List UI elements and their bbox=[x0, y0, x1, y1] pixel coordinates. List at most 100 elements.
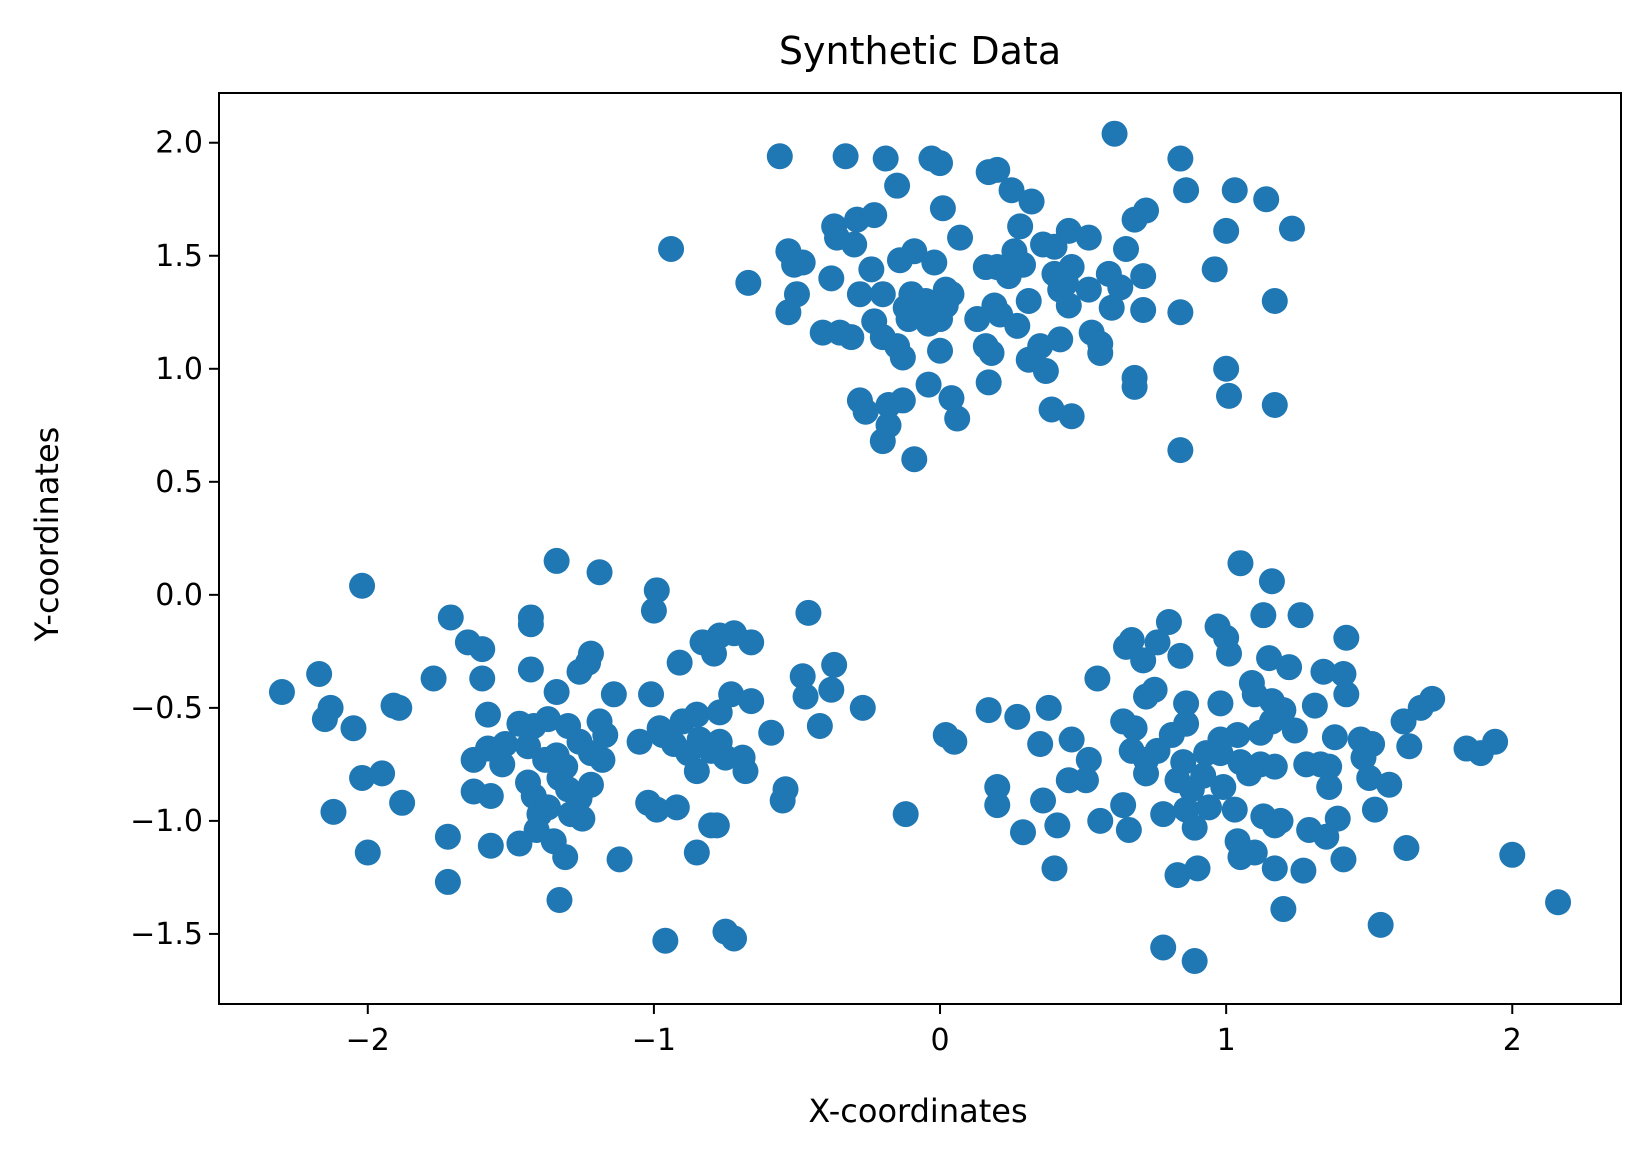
scatter-point bbox=[1144, 629, 1171, 656]
scatter-point bbox=[543, 547, 570, 574]
scatter-point bbox=[577, 771, 604, 798]
scatter-point bbox=[340, 715, 367, 742]
scatter-point bbox=[1167, 299, 1194, 326]
scatter-point bbox=[586, 559, 613, 586]
scatter-point bbox=[1261, 855, 1288, 882]
scatter-point bbox=[517, 656, 544, 683]
scatter-point bbox=[306, 660, 333, 687]
scatter-point bbox=[927, 150, 954, 177]
scatter-point bbox=[984, 773, 1011, 800]
scatter-point bbox=[1118, 627, 1145, 654]
scatter-point bbox=[984, 156, 1011, 183]
scatter-point bbox=[792, 683, 819, 710]
scatter-point bbox=[1044, 812, 1071, 839]
scatter-point bbox=[869, 281, 896, 308]
scatter-point bbox=[806, 712, 833, 739]
scatter-point bbox=[1150, 801, 1177, 828]
scatter-point bbox=[1184, 855, 1211, 882]
scatter-point bbox=[818, 676, 845, 703]
scatter-point bbox=[821, 651, 848, 678]
scatter-point bbox=[1333, 681, 1360, 708]
scatter-point bbox=[489, 751, 516, 778]
scatter-point bbox=[1330, 660, 1357, 687]
scatter-point bbox=[517, 611, 544, 638]
scatter-point bbox=[1018, 188, 1045, 215]
scatter-point bbox=[775, 299, 802, 326]
chart-title: Synthetic Data bbox=[779, 29, 1061, 73]
scatter-point bbox=[769, 787, 796, 814]
scatter-point bbox=[978, 339, 1005, 366]
scatter-point bbox=[1058, 726, 1085, 753]
scatter-point bbox=[389, 789, 416, 816]
scatter-point bbox=[838, 324, 865, 351]
scatter-point bbox=[1310, 658, 1337, 685]
scatter-point bbox=[1130, 297, 1157, 324]
y-tick-label: 2.0 bbox=[155, 126, 203, 161]
scatter-point bbox=[929, 195, 956, 222]
scatter-point bbox=[889, 387, 916, 414]
scatter-point bbox=[789, 663, 816, 690]
scatter-point bbox=[721, 925, 748, 952]
scatter-point bbox=[1210, 773, 1237, 800]
scatter-point bbox=[1190, 762, 1217, 789]
scatter-point bbox=[369, 760, 396, 787]
scatter-point bbox=[1030, 787, 1057, 814]
scatter-point bbox=[1027, 333, 1054, 360]
scatter-point bbox=[437, 604, 464, 631]
scatter-point bbox=[1075, 224, 1102, 251]
scatter-point bbox=[477, 783, 504, 810]
y-tick-label: 0.0 bbox=[155, 578, 203, 613]
scatter-point bbox=[738, 688, 765, 715]
scatter-point bbox=[706, 699, 733, 726]
scatter-point bbox=[901, 446, 928, 473]
scatter-point bbox=[666, 649, 693, 676]
scatter-point bbox=[1545, 889, 1572, 916]
scatter-point bbox=[703, 812, 730, 839]
scatter-point bbox=[434, 868, 461, 895]
scatter-point bbox=[766, 143, 793, 170]
scatter-point bbox=[1250, 602, 1277, 629]
scatter-point bbox=[1330, 846, 1357, 873]
y-tick-label: 1.5 bbox=[155, 239, 203, 274]
scatter-point bbox=[469, 665, 496, 692]
scatter-point bbox=[663, 794, 690, 821]
scatter-point bbox=[1141, 676, 1168, 703]
scatter-point bbox=[795, 599, 822, 626]
scatter-point bbox=[1276, 654, 1303, 681]
scatter-point bbox=[700, 640, 727, 667]
scatter-point bbox=[1047, 326, 1074, 353]
scatter-point bbox=[858, 256, 885, 283]
scatter-point bbox=[832, 143, 859, 170]
scatter-point bbox=[1133, 760, 1160, 787]
scatter-point bbox=[268, 679, 295, 706]
scatter-point bbox=[1396, 733, 1423, 760]
scatter-point bbox=[1278, 215, 1305, 242]
scatter-point bbox=[1075, 746, 1102, 773]
scatter-point bbox=[1213, 217, 1240, 244]
scatter-point bbox=[1356, 764, 1383, 791]
scatter-point bbox=[600, 681, 627, 708]
scatter-point bbox=[569, 805, 596, 832]
x-axis-label: X-coordinates bbox=[808, 1092, 1027, 1130]
scatter-point bbox=[1027, 731, 1054, 758]
scatter-point bbox=[1041, 855, 1068, 882]
scatter-point bbox=[1213, 355, 1240, 382]
scatter-point bbox=[354, 839, 381, 866]
scatter-point bbox=[1173, 710, 1200, 737]
scatter-point bbox=[1087, 807, 1114, 834]
x-axis-ticks: −2 −1 0 1 2 bbox=[346, 1004, 1522, 1058]
y-tick-label: 1.0 bbox=[155, 352, 203, 387]
scatter-point bbox=[1144, 737, 1171, 764]
scatter-point bbox=[643, 577, 670, 604]
scatter-point bbox=[1261, 753, 1288, 780]
scatter-point bbox=[1221, 796, 1248, 823]
scatter-point bbox=[1121, 373, 1148, 400]
scatter-point bbox=[941, 728, 968, 755]
scatter-point bbox=[434, 823, 461, 850]
scatter-point bbox=[349, 764, 376, 791]
scatter-point bbox=[1390, 708, 1417, 735]
scatter-point bbox=[789, 249, 816, 276]
scatter-point bbox=[1256, 645, 1283, 672]
scatter-point bbox=[1316, 753, 1343, 780]
scatter-point bbox=[626, 728, 653, 755]
